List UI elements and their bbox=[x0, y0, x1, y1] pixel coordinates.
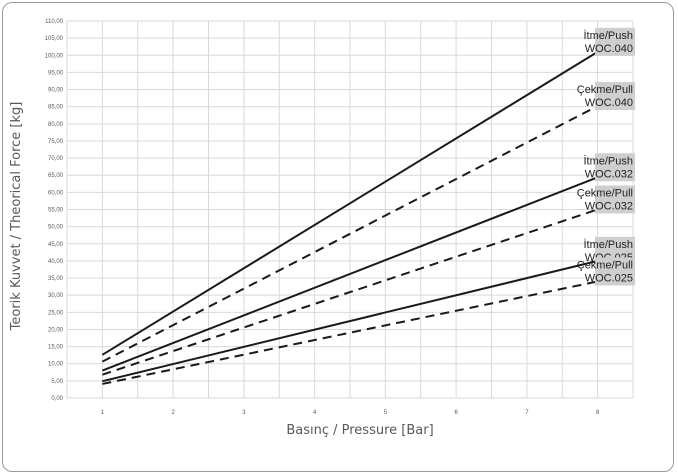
series-line-1 bbox=[101, 50, 599, 356]
series-label-text: İtme/Push bbox=[583, 154, 633, 167]
y-tick-label: 110,00 bbox=[45, 19, 64, 25]
grid bbox=[66, 20, 634, 399]
y-tick-label: 100,00 bbox=[45, 53, 64, 59]
series-label-box bbox=[595, 153, 635, 182]
x-tick-label: 2 bbox=[171, 410, 175, 416]
series-label-box bbox=[595, 257, 635, 286]
y-tick-label: 40,00 bbox=[48, 259, 64, 265]
series-label-text: WOC.040 bbox=[585, 97, 633, 109]
y-tick-label: 80,00 bbox=[48, 122, 64, 128]
series-labels: İtme/PushWOC.040Çekme/PullWOC.040İtme/Pu… bbox=[577, 27, 635, 286]
y-tick-label: 15,00 bbox=[48, 345, 64, 351]
y-tick-label: 45,00 bbox=[48, 242, 64, 248]
y-tick-label: 10,00 bbox=[48, 362, 64, 368]
x-tick-label: 3 bbox=[242, 410, 246, 416]
y-tick-label: 20,00 bbox=[48, 327, 64, 333]
series-label-text: Çekme/Pull bbox=[577, 188, 633, 200]
series-label-text: WOC.040 bbox=[585, 43, 633, 55]
x-tick-label: 7 bbox=[525, 410, 529, 416]
series-label-text: WOC.032 bbox=[585, 201, 633, 213]
y-tick-label: 90,00 bbox=[48, 88, 64, 94]
series-line-6 bbox=[102, 280, 598, 385]
x-axis-title: Basınç / Pressure [Bar] bbox=[286, 423, 433, 438]
x-tick-label: 8 bbox=[596, 410, 600, 416]
series-line-3 bbox=[102, 176, 598, 372]
y-tick-label: 85,00 bbox=[48, 105, 64, 111]
y-tick-label: 35,00 bbox=[48, 276, 64, 282]
series-label-box bbox=[595, 185, 635, 214]
y-tick-label: 75,00 bbox=[48, 139, 64, 145]
y-tick-label: 30,00 bbox=[48, 293, 64, 299]
series-line-5 bbox=[102, 259, 598, 383]
series-line-2 bbox=[101, 105, 599, 363]
y-tick-label: 50,00 bbox=[48, 225, 64, 231]
x-tick-label: 4 bbox=[313, 410, 317, 416]
series-label-text: WOC.025 bbox=[585, 272, 633, 284]
y-tick-label: 0,00 bbox=[51, 396, 63, 402]
y-tick-label: 25,00 bbox=[48, 310, 64, 316]
y-tick-label: 5,00 bbox=[51, 379, 63, 385]
y-tick-labels: 0,00 5,00 10,00 15,00 20,00 25,00 30,00 35,00 40… bbox=[45, 19, 64, 402]
series-line-4 bbox=[102, 208, 598, 376]
x-tick-label: 1 bbox=[101, 410, 105, 416]
series-label-text: İtme/Push bbox=[583, 29, 633, 42]
y-axis-title: Teorik Kuvvet / Theorical Force [kg] bbox=[9, 102, 24, 332]
series-label-box bbox=[595, 27, 635, 56]
y-tick-label: 65,00 bbox=[48, 173, 64, 179]
y-tick-label: 105,00 bbox=[45, 36, 64, 42]
series-label-text: İtme/Push bbox=[583, 238, 633, 251]
y-tick-label: 70,00 bbox=[48, 156, 64, 162]
series-lines bbox=[101, 50, 599, 385]
y-tick-label: 95,00 bbox=[48, 70, 64, 76]
series-label-box bbox=[595, 81, 635, 110]
series-label-text: WOC.032 bbox=[585, 168, 633, 180]
series-label-text: Çekme/Pull bbox=[577, 259, 633, 271]
x-tick-label: 6 bbox=[454, 410, 458, 416]
y-tick-label: 60,00 bbox=[48, 190, 64, 196]
series-label-text: Çekme/Pull bbox=[577, 84, 633, 96]
y-tick-label: 55,00 bbox=[48, 208, 64, 214]
x-tick-labels: 1 2 3 4 5 6 7 8 bbox=[101, 410, 600, 416]
x-tick-label: 5 bbox=[384, 410, 388, 416]
